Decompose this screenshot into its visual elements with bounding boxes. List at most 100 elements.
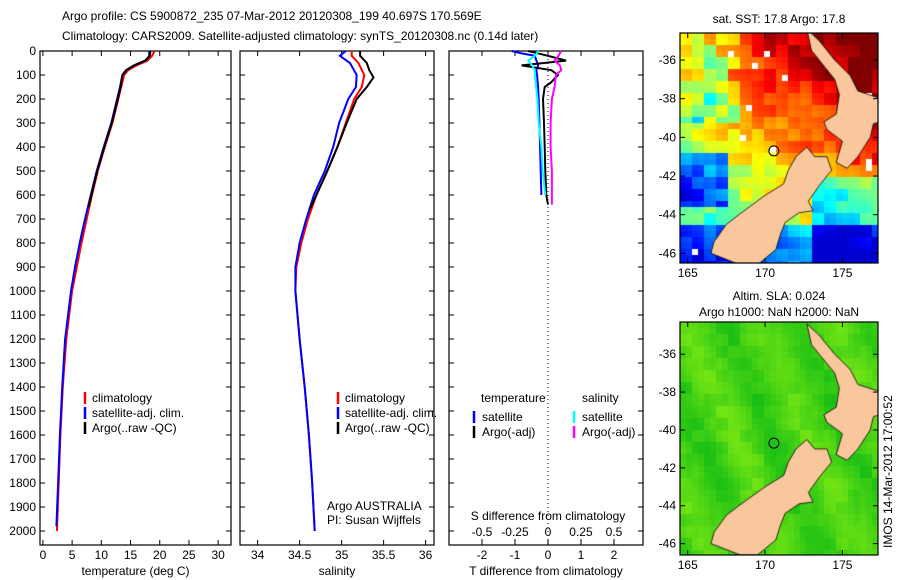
series-line-satellite-adj-clim- [55,51,151,527]
map-lon-label: 165 [678,266,698,280]
y-tick-label: 200 [16,92,36,106]
x-axis-label: salinity [319,564,356,578]
map-lat-label: -46 [659,537,677,551]
sla-map-title: Altim. SLA: 0.024 [733,289,826,303]
s-axis-label: S difference from climatology [471,509,626,523]
sla-map-subtitle: Argo h1000: NaN h2000: NaN [699,305,859,319]
legend-label: satellite-adj. clim. [92,406,184,420]
y-tick-label: 2000 [9,524,36,538]
title-line-2: Climatology: CARS2009. Satellite-adjuste… [62,29,538,43]
sla-map-raster [680,322,878,555]
map-lon-label: 175 [832,558,852,572]
y-tick-label: 500 [16,164,36,178]
y-tick-label: 100 [16,68,36,82]
map-lat-label: -38 [659,92,677,106]
x-tick-label: 34.5 [288,548,312,562]
map-lon-label: 165 [678,558,698,572]
sst-map-frame [679,32,879,264]
series-line-argo-raw-qc- [308,51,375,210]
y-tick-label: 1000 [9,284,36,298]
legend-title: salinity [582,391,619,405]
legend-label: Argo(..raw -QC) [92,421,177,435]
s-tick-label: 0 [545,525,552,539]
map-lat-label: -46 [659,246,677,260]
series-line-s-satellite [526,50,547,196]
x-axis-label: T difference from climatology [469,564,623,578]
y-tick-label: 1100 [10,308,36,322]
panel-frame-salinity [239,50,435,546]
legend-label: Argo(..raw -QC) [345,421,430,435]
argo-position-marker [768,437,780,449]
x-tick-label: 34 [251,548,265,562]
panel-frame-temperature [39,50,232,546]
series-line-argo-raw-qc- [87,50,152,208]
s-tick-label: 0.25 [569,525,593,539]
y-tick-label: 1500 [9,404,36,418]
y-tick-label: 400 [16,140,36,154]
map-lat-label: -36 [659,347,677,361]
legend-label: satellite-adj. clim. [345,406,437,420]
map-lat-label: -42 [659,169,677,183]
x-tick-label: -2 [477,548,488,562]
x-axis-label: temperature (deg C) [81,564,189,578]
y-tick-label: 900 [16,260,36,274]
y-tick-label: 1400 [9,380,36,394]
argo-position-marker [768,145,780,157]
y-tick-label: 1200 [9,332,36,346]
map-lon-label: 170 [755,558,775,572]
y-tick-label: 800 [16,236,36,250]
map-lat-label: -42 [659,461,677,475]
legend-label: climatology [345,391,405,405]
series-line-t-satellite [511,50,543,196]
y-tick-label: 1800 [9,476,36,490]
annotation-text: Argo AUSTRALIA [327,499,422,513]
x-tick-label: 0 [545,548,552,562]
map-lat-label: -40 [659,130,677,144]
legend-label: satellite [482,410,523,424]
annotation-text: PI: Susan Wijffels [327,513,421,527]
map-lat-label: -44 [659,208,677,222]
x-tick-label: 15 [124,548,138,562]
x-tick-label: 10 [95,548,109,562]
legend-label: satellite [582,410,623,424]
x-tick-label: 5 [69,548,76,562]
legend-label: Argo(-adj) [582,425,635,439]
s-tick-label: -0.5 [472,525,493,539]
y-tick-label: 1300 [9,356,36,370]
title-line-1: Argo profile: CS 5900872_235 07-Mar-2012… [62,9,482,23]
legend-title: temperature [481,391,546,405]
map-lon-label: 175 [832,266,852,280]
s-tick-label: 0.5 [606,525,623,539]
x-tick-label: 25 [182,548,196,562]
y-tick-label: 700 [16,212,36,226]
series-line-climatology [294,51,366,532]
series-line-satellite-adj-clim- [294,50,358,532]
imos-stamp: IMOS 14-Mar-2012 17:00:52 [881,395,895,548]
x-tick-label: 35.5 [372,548,396,562]
map-lat-label: -44 [659,499,677,513]
legend-label: climatology [92,391,152,405]
map-lon-label: 170 [755,266,775,280]
panel-frame-difference [448,50,644,546]
x-tick-label: 35 [335,548,349,562]
series-line-t-argo-adj- [521,50,567,205]
sst-map-title: sat. SST: 17.8 Argo: 17.8 [713,12,846,26]
x-tick-label: 1 [578,548,585,562]
s-tick-label: -0.25 [501,525,529,539]
x-tick-label: 0 [40,548,47,562]
sla-map-frame [679,321,879,556]
x-tick-label: 30 [211,548,225,562]
series-line-s-argo-adj- [549,50,563,205]
sst-map-raster [680,33,878,263]
x-tick-label: 36 [419,548,433,562]
map-lat-label: -38 [659,385,677,399]
y-tick-label: 1600 [9,428,36,442]
map-lat-label: -36 [659,53,677,67]
x-tick-label: 20 [153,548,167,562]
legend-label: Argo(-adj) [482,425,535,439]
y-tick-label: 1900 [9,500,36,514]
x-tick-label: -1 [510,548,521,562]
y-tick-label: 300 [16,116,36,130]
map-lat-label: -40 [659,423,677,437]
